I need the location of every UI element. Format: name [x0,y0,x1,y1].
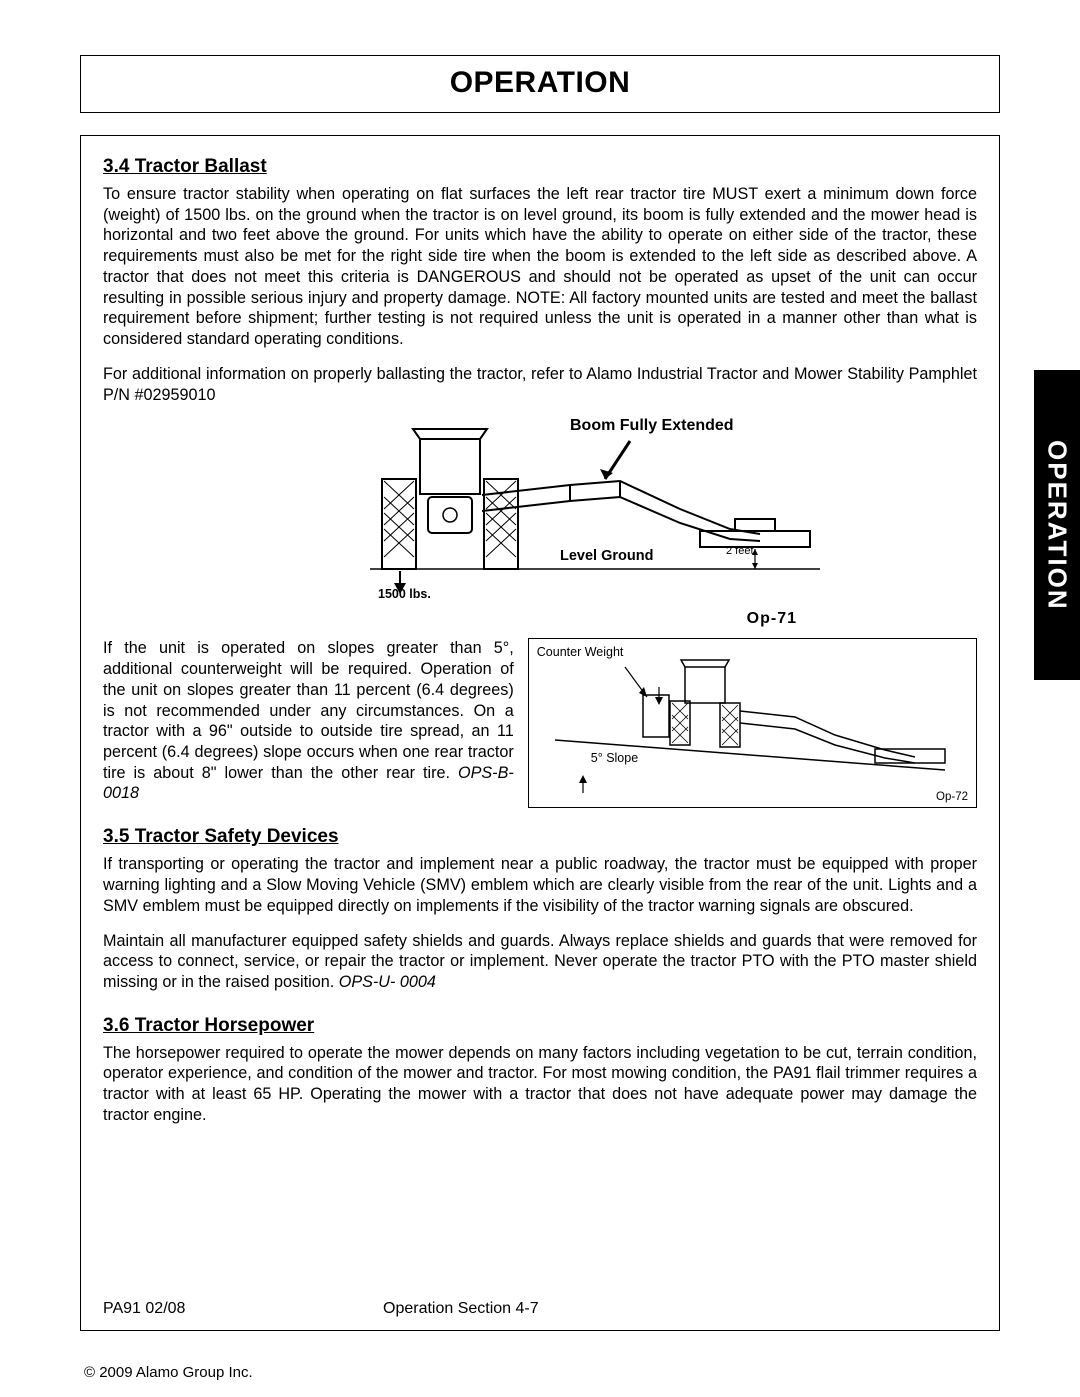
section-3-5-p2: Maintain all manufacturer equipped safet… [103,931,977,993]
fig1-2feet-label: 2 feet [726,545,754,557]
figure-op-71: Boom Fully Extended [260,419,820,604]
copyright: © 2009 Alamo Group Inc. [84,1364,253,1381]
section-3-4-p3-text: If the unit is operated on slopes greate… [103,639,514,781]
side-tab-label: OPERATION [1042,440,1073,611]
page-title-box: OPERATION [80,55,1000,113]
side-tab: OPERATION [1034,370,1080,680]
section-3-5-p1: If transporting or operating the tractor… [103,854,977,916]
content-box: 3.4 Tractor Ballast To ensure tractor st… [80,135,1000,1331]
page-footer: PA91 02/08 Operation Section 4-7 [103,1300,977,1318]
figure-op-72-svg [535,645,955,800]
section-3-6-p1: The horsepower required to operate the m… [103,1043,977,1126]
page-frame: OPERATION 3.4 Tractor Ballast To ensure … [80,55,1000,1335]
fig1-boom-label: Boom Fully Extended [570,417,734,435]
figure-op-72: Counter Weight [528,638,977,808]
fig2-cw-text: Counter Weight [537,645,624,659]
fig2-ref: Op-72 [936,791,968,803]
footer-center: Operation Section 4-7 [343,1300,977,1318]
footer-left: PA91 02/08 [103,1300,343,1318]
section-3-4-heading: 3.4 Tractor Ballast [103,156,977,178]
fig1-ref: Op-71 [747,610,797,628]
op71-row: Op-71 [103,610,977,628]
fig1-weight-label: 1500 lbs. [378,587,431,601]
figure-op-71-svg [260,419,820,604]
section-3-4-p2: For additional information on properly b… [103,364,977,405]
section-3-5-p2-text: Maintain all manufacturer equipped safet… [103,932,977,991]
section-3-6-heading: 3.6 Tractor Horsepower [103,1015,977,1037]
fig1-ground-label: Level Ground [560,548,653,564]
section-3-5-heading: 3.5 Tractor Safety Devices [103,826,977,848]
fig2-slope-label: 5° Slope [591,751,638,765]
section-3-4-p3: If the unit is operated on slopes greate… [103,638,514,808]
section-3-5-p2-code: OPS-U- 0004 [339,973,436,991]
section-3-4-p1: To ensure tractor stability when operati… [103,184,977,350]
fig2-counterweight-label: Counter Weight [537,645,624,659]
page-title: OPERATION [450,66,631,99]
slope-row: If the unit is operated on slopes greate… [103,638,977,808]
